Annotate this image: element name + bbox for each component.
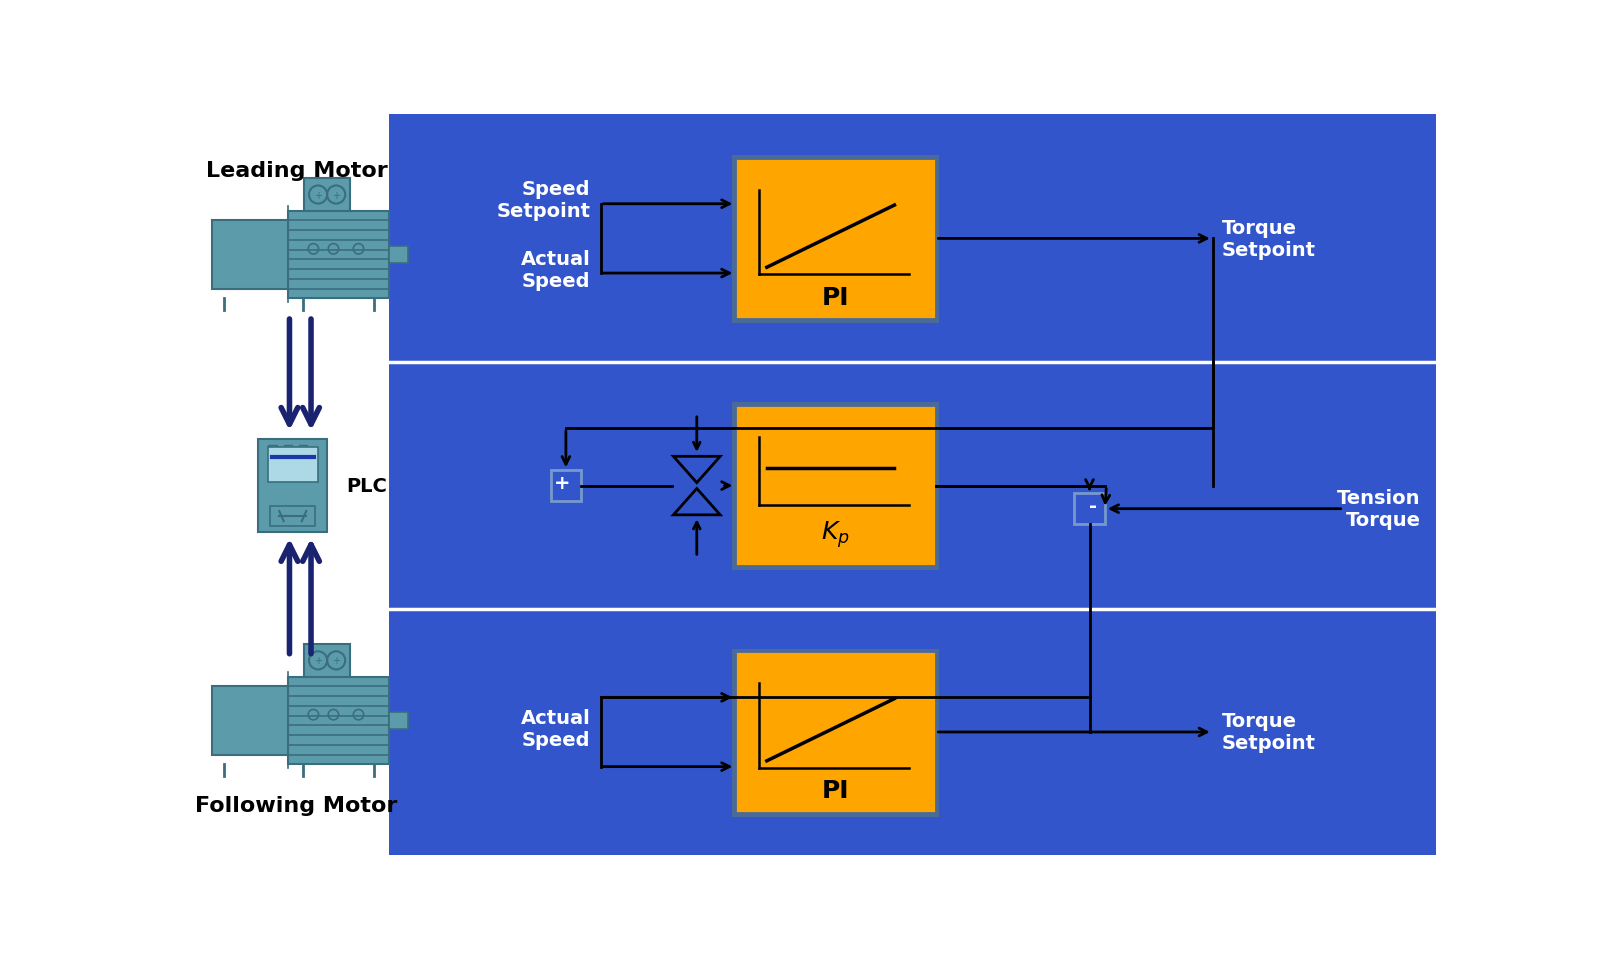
Bar — [283, 445, 291, 451]
Bar — [389, 713, 408, 728]
Text: Following Motor: Following Motor — [195, 796, 397, 815]
Text: +: + — [554, 474, 570, 492]
Text: Leading Motor: Leading Motor — [205, 160, 387, 181]
Bar — [270, 506, 315, 527]
Text: Speed
Setpoint: Speed Setpoint — [496, 181, 590, 221]
Bar — [550, 471, 581, 502]
Text: Actual
Speed: Actual Speed — [520, 708, 590, 749]
Bar — [733, 649, 939, 817]
Bar — [269, 445, 277, 451]
Bar — [736, 652, 936, 813]
Bar — [267, 447, 318, 482]
Bar — [733, 156, 939, 324]
Text: Tension
Torque: Tension Torque — [1338, 489, 1421, 530]
Text: $K_p$: $K_p$ — [821, 519, 850, 550]
Text: -: - — [1090, 497, 1098, 515]
Bar — [258, 440, 326, 532]
Bar — [389, 247, 408, 263]
Text: Torque
Setpoint: Torque Setpoint — [1222, 219, 1315, 259]
Text: PI: PI — [822, 285, 850, 309]
Text: +: + — [333, 655, 341, 666]
Bar — [736, 406, 936, 567]
Bar — [288, 211, 389, 299]
Text: +: + — [314, 655, 322, 666]
Bar — [733, 403, 939, 571]
Bar — [213, 221, 288, 290]
Bar — [736, 159, 936, 320]
Text: Actual
Speed: Actual Speed — [520, 250, 590, 290]
Bar — [389, 115, 1437, 855]
Text: PLC: PLC — [347, 477, 387, 496]
Text: PI: PI — [822, 778, 850, 802]
Bar — [299, 445, 307, 451]
Text: Torque
Setpoint: Torque Setpoint — [1222, 712, 1315, 752]
Bar — [304, 645, 350, 677]
Text: +: + — [314, 190, 322, 200]
Bar — [213, 686, 288, 755]
Bar — [288, 677, 389, 765]
Bar — [304, 179, 350, 211]
Bar — [1074, 494, 1106, 525]
Text: +: + — [333, 190, 341, 200]
